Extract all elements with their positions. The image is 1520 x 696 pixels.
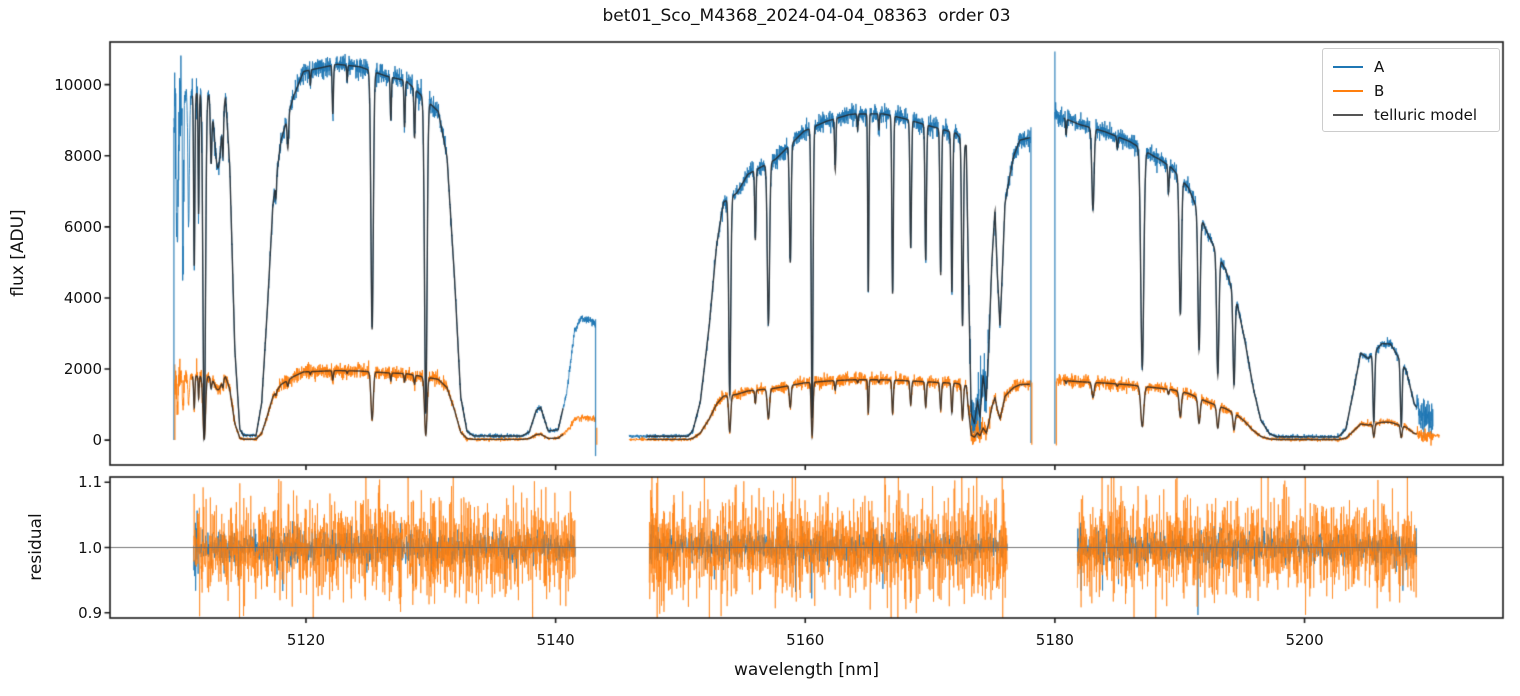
legend-entry-b: B bbox=[1323, 79, 1499, 103]
x-tick-label: 5160 bbox=[786, 631, 825, 649]
legend-entry-a: A bbox=[1323, 55, 1499, 79]
legend-label-telluric: telluric model bbox=[1374, 106, 1478, 124]
flux-tick-label: 4000 bbox=[63, 288, 102, 307]
residual-tick-label: 1.0 bbox=[78, 538, 102, 557]
legend-line-a-icon bbox=[1333, 66, 1363, 68]
flux-tick-label: 0 bbox=[92, 431, 102, 450]
x-tick-label: 5200 bbox=[1285, 631, 1324, 649]
legend-label-a: A bbox=[1374, 58, 1385, 76]
legend-entry-telluric-model: telluric model bbox=[1323, 103, 1499, 127]
legend: A B telluric model bbox=[1322, 48, 1500, 132]
flux-tick-label: 2000 bbox=[63, 360, 102, 379]
legend-line-telluric-icon bbox=[1333, 114, 1363, 116]
x-tick-label: 5180 bbox=[1035, 631, 1074, 649]
x-tick-label: 5140 bbox=[536, 631, 575, 649]
flux-tick-label: 6000 bbox=[63, 217, 102, 236]
residual-tick-label: 0.9 bbox=[78, 603, 102, 622]
flux-tick-label: 10000 bbox=[54, 75, 102, 94]
flux-tick-label: 8000 bbox=[63, 146, 102, 165]
residual-tick-label: 1.1 bbox=[78, 473, 102, 492]
legend-label-b: B bbox=[1374, 82, 1385, 100]
x-tick-label: 5120 bbox=[286, 631, 326, 649]
legend-line-b-icon bbox=[1333, 90, 1363, 92]
figure-title: bet01_Sco_M4368_2024-04-04_08363 order 0… bbox=[602, 6, 1011, 26]
x-axis-label: wavelength [nm] bbox=[733, 660, 880, 680]
